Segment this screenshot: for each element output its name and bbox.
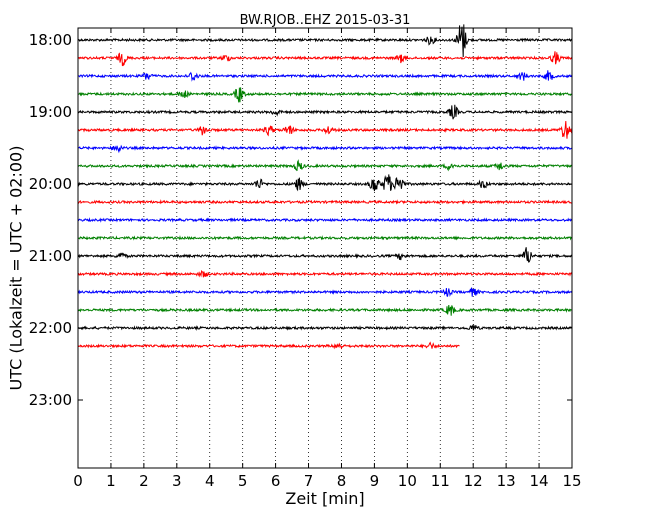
plot-frame	[77, 27, 573, 469]
y-tick-label: 23:00	[29, 391, 72, 409]
trace-line	[77, 287, 573, 298]
trace-line	[77, 144, 572, 154]
trace-line	[77, 174, 572, 192]
trace-line	[77, 269, 573, 278]
trace-line	[77, 24, 573, 58]
x-tick-label: 0	[73, 472, 83, 490]
x-axis-label: Zeit [min]	[285, 489, 364, 508]
chart-title: BW.RJOB..EHZ 2015-03-31	[240, 13, 411, 28]
y-tick-label: 21:00	[29, 247, 72, 265]
x-tick-label: 3	[172, 472, 182, 490]
x-tick-label: 14	[530, 472, 549, 490]
x-tick-label: 11	[431, 472, 450, 490]
trace-line	[77, 323, 573, 331]
x-tick-label: 5	[238, 472, 248, 490]
trace-line	[77, 120, 573, 139]
grid-lines	[110, 28, 540, 468]
trace-line	[77, 247, 573, 263]
x-tick-label: 4	[205, 472, 215, 490]
x-tick-label: 15	[562, 472, 581, 490]
trace-line	[77, 235, 572, 241]
x-tick-label: 6	[271, 472, 281, 490]
trace-line	[77, 341, 460, 350]
trace-line	[77, 70, 573, 82]
y-axis-label: UTC (Lokalzeit = UTC + 02:00)	[7, 146, 26, 391]
trace-line	[77, 51, 573, 67]
y-tick-label: 19:00	[29, 103, 72, 121]
x-tick-label: 8	[337, 472, 347, 490]
trace-line	[77, 159, 573, 172]
x-tick-label: 7	[304, 472, 314, 490]
y-tick-label: 20:00	[29, 175, 72, 193]
trace-line	[77, 305, 573, 316]
trace-line	[77, 199, 572, 205]
x-tick-label: 10	[398, 472, 417, 490]
x-tick-label: 1	[106, 472, 116, 490]
trace-line	[77, 104, 573, 120]
trace-line	[77, 87, 573, 103]
x-tick-label: 2	[139, 472, 149, 490]
x-tick-label: 12	[464, 472, 483, 490]
x-tick-label: 13	[497, 472, 516, 490]
y-tick-label: 22:00	[29, 319, 72, 337]
y-tick-label: 18:00	[29, 31, 72, 49]
x-tick-label: 9	[370, 472, 380, 490]
trace-line	[77, 217, 573, 223]
axis-ticks: 0 1 2 3 4 5 6 7 8 9 10 11 12 13 14 1518:0019:0020:0021:…	[29, 28, 582, 490]
traces	[77, 24, 573, 350]
